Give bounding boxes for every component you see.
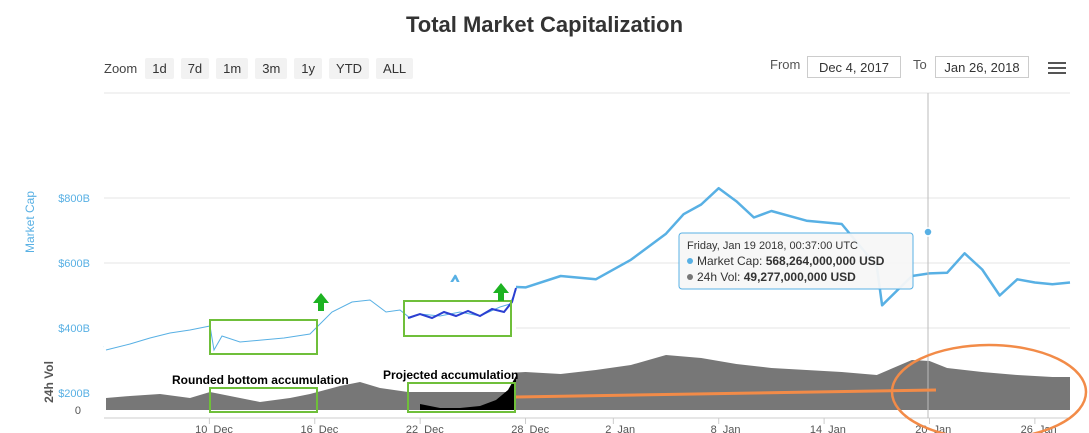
to-date-input[interactable]: Jan 26, 2018 <box>935 56 1029 78</box>
hover-point <box>923 227 933 237</box>
hamburger-menu-icon[interactable] <box>1048 62 1066 76</box>
x-tick-day: 14 <box>810 424 822 433</box>
zoom-ytd-button[interactable]: YTD <box>329 58 370 79</box>
orange-circle <box>890 343 1088 433</box>
x-tick-day: 10 <box>195 424 207 433</box>
overlay-volume-area <box>106 382 516 410</box>
tooltip: Friday, Jan 19 2018, 00:37:00 UTC Market… <box>678 232 914 290</box>
x-tick-day: 8 <box>711 424 717 433</box>
rounded-bottom-box <box>209 319 318 355</box>
projected-label: Projected accumulation <box>383 368 518 382</box>
svg-text:24h Vol: 49,277,000,000 USD: 24h Vol: 49,277,000,000 USD <box>697 270 856 284</box>
y-tick-label: $600B <box>58 258 90 270</box>
green-arrow-icon <box>313 293 329 311</box>
x-tick-month: Dec <box>213 424 233 433</box>
rounded-volume-box <box>209 387 318 413</box>
x-tick-day: 28 <box>511 424 523 433</box>
chart-title: Total Market Capitalization <box>405 12 684 37</box>
overlay-mc-line <box>105 289 517 352</box>
tooltip-date: Friday, Jan 19 2018, 00:37:00 UTC <box>687 240 858 252</box>
overlay-projection-line <box>407 287 517 320</box>
y-tick-label: $200B <box>58 388 90 400</box>
vol-tick-zero: 0 <box>75 405 81 417</box>
x-tick-day: 20 <box>915 424 927 433</box>
tooltip-vol-label: 24h Vol: <box>697 270 740 284</box>
overlay-panel: Rounded bottom accumulation Projected ac… <box>104 282 518 416</box>
x-tick-day: 16 <box>301 424 313 433</box>
x-tick-month: Dec <box>530 424 550 433</box>
zoom-3m-button[interactable]: 3m <box>255 58 288 79</box>
zoom-1y-button[interactable]: 1y <box>294 58 323 79</box>
x-tick-month: Jan <box>617 424 635 433</box>
zoom-1d-button[interactable]: 1d <box>145 58 174 79</box>
orange-trend-line <box>515 388 937 399</box>
y-tick-label: $800B <box>58 193 90 205</box>
x-tick-month: Dec <box>424 424 444 433</box>
projected-volume-box <box>407 382 516 413</box>
y-tick-label: $400B <box>58 323 90 335</box>
overlay-projected-volume <box>420 376 516 410</box>
x-tick-day: 2 <box>605 424 611 433</box>
zoom-bar: Zoom 1d 7d 1m 3m 1y YTD ALL <box>104 58 420 79</box>
x-tick-day: 22 <box>406 424 418 433</box>
volume-axis-label: 24h Vol <box>42 361 56 403</box>
tooltip-vol-value: 49,277,000,000 USD <box>744 270 856 284</box>
x-tick-month: Jan <box>933 424 951 433</box>
zoom-7d-button[interactable]: 7d <box>180 58 210 79</box>
tooltip-mc-label: Market Cap: <box>697 254 762 268</box>
x-tick-day: 26 <box>1021 424 1033 433</box>
zoom-label: Zoom <box>104 61 138 76</box>
zoom-1m-button[interactable]: 1m <box>216 58 249 79</box>
x-tick-month: Jan <box>828 424 846 433</box>
green-arrow-icon <box>493 283 509 301</box>
y-axis-label: Market Cap <box>23 191 37 253</box>
svg-text:Market Cap: 568,264,000,000 US: Market Cap: 568,264,000,000 USD <box>697 254 885 268</box>
zoom-all-button[interactable]: ALL <box>376 58 414 79</box>
projected-box <box>403 300 512 337</box>
to-label: To <box>913 57 927 72</box>
tooltip-mc-value: 568,264,000,000 USD <box>766 254 885 268</box>
from-label: From <box>770 57 801 72</box>
x-tick-month: Jan <box>723 424 741 433</box>
x-tick-month: Dec <box>319 424 339 433</box>
rounded-bottom-label: Rounded bottom accumulation <box>172 373 349 387</box>
from-date-input[interactable]: Dec 4, 2017 <box>807 56 901 78</box>
